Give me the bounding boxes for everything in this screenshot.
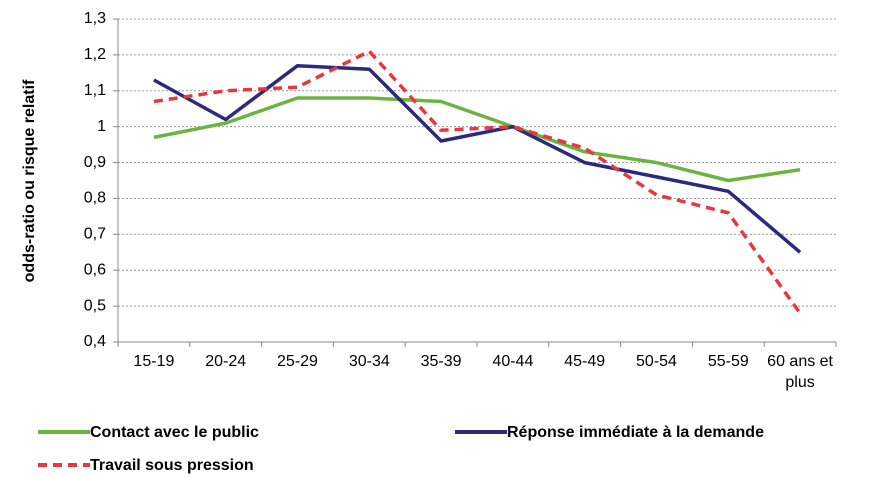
y-tick-label: 1,1 (84, 82, 106, 99)
x-tick-label: 25-29 (277, 353, 318, 370)
y-tick-label: 0,6 (84, 261, 106, 278)
series-line (153, 96, 801, 183)
y-tick-label: 0,4 (84, 333, 106, 350)
y-tick-label: 0,5 (84, 297, 106, 314)
y-tick-label: 1,3 (84, 10, 106, 27)
series-line (153, 63, 802, 254)
y-tick-label: 0,7 (84, 226, 106, 243)
x-tick-label: 35-39 (420, 353, 462, 370)
x-tick-label: 30-34 (348, 353, 390, 370)
series-line (153, 49, 802, 315)
x-tick-label: 55-59 (707, 353, 749, 370)
x-tick-label: 45-49 (564, 353, 606, 370)
legend-label: Réponse immédiate à la demande (507, 424, 764, 441)
x-tick-label: 20-24 (205, 353, 247, 370)
x-tick-label: 60 ans et plus (767, 353, 833, 391)
y-tick-label: 0,8 (84, 190, 106, 207)
x-tick-label: 15-19 (133, 353, 175, 370)
x-tick-label: 40-44 (492, 353, 534, 370)
y-tick-label: 0,9 (84, 154, 106, 171)
y-tick-label: 1,2 (84, 46, 106, 63)
legend-label: Contact avec le public (90, 424, 259, 441)
y-tick-label: 1 (97, 118, 106, 135)
legend-label: Travail sous pression (90, 457, 254, 474)
y-axis-label: odds-ratio ou risque relatif (21, 79, 38, 282)
x-tick-label: 50-54 (636, 353, 677, 370)
